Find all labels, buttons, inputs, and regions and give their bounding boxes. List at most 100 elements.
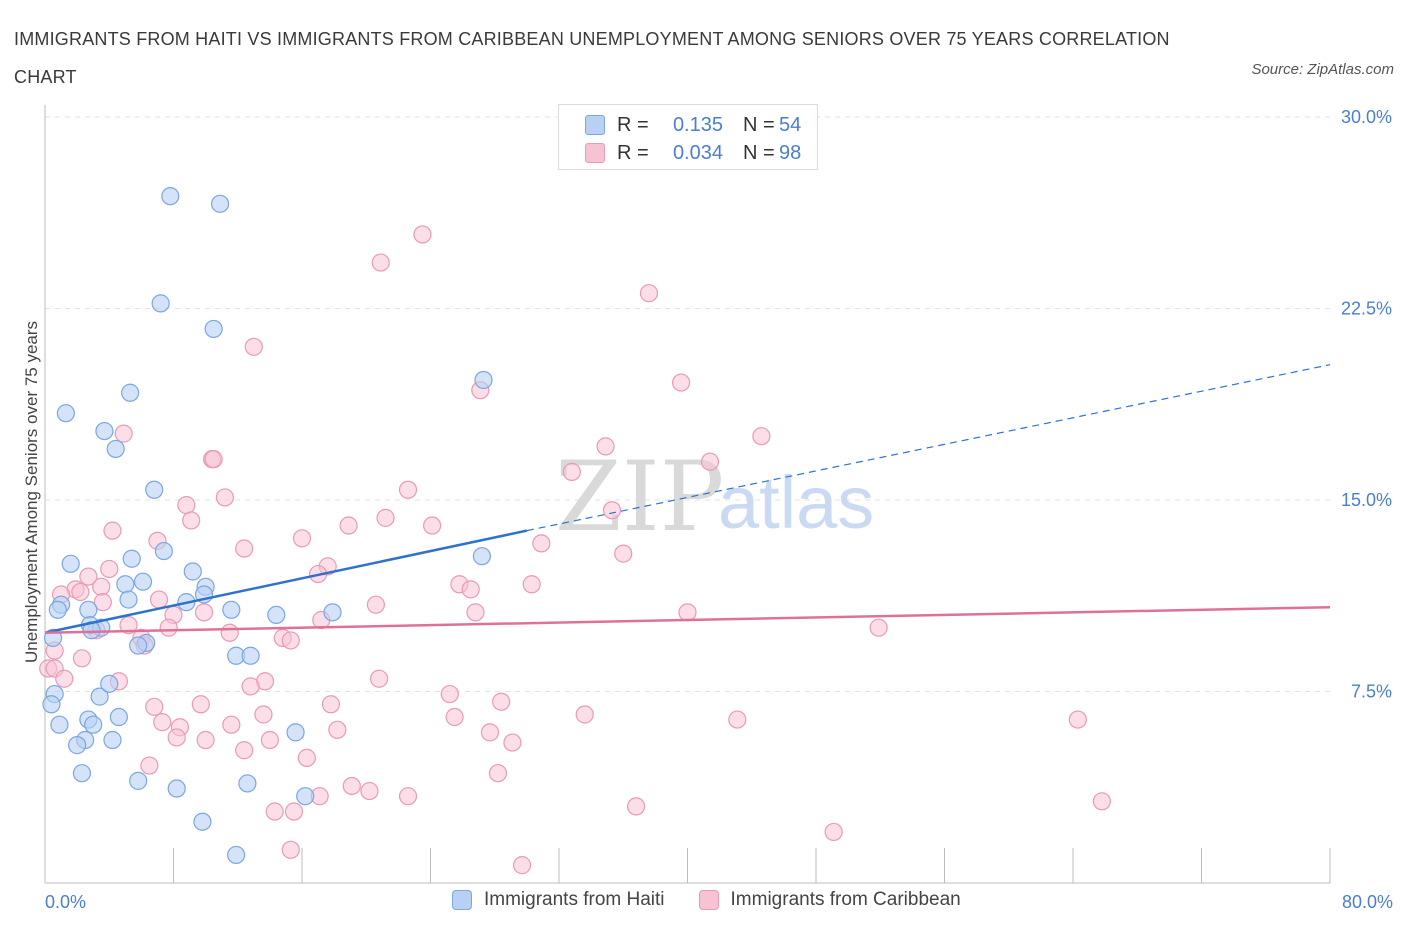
point-caribbean (159, 618, 178, 637)
trend-line-caribbean (44, 605, 1331, 635)
point-caribbean (281, 631, 300, 650)
point-caribbean (204, 450, 223, 469)
point-caribbean (398, 480, 418, 499)
point-haiti (100, 674, 119, 693)
point-caribbean (100, 559, 119, 579)
bottom-legend-label-caribbean: Immigrants from Caribbean (730, 889, 961, 910)
point-caribbean (92, 577, 111, 596)
point-caribbean (461, 580, 480, 599)
point-caribbean (1092, 792, 1112, 811)
legend-r-value-caribbean: 0.034 (672, 141, 723, 164)
point-caribbean (235, 539, 254, 558)
point-caribbean (371, 253, 390, 272)
x-tick-label: 80.0% (1342, 892, 1393, 912)
point-haiti (50, 715, 69, 734)
point-haiti (90, 687, 109, 706)
point-caribbean (423, 516, 442, 535)
point-haiti (42, 695, 61, 714)
point-haiti (183, 562, 202, 581)
point-caribbean (260, 730, 279, 750)
point-caribbean (503, 733, 522, 752)
watermark-atlas: atlas (718, 461, 874, 544)
point-haiti (204, 319, 223, 339)
point-caribbean (153, 713, 172, 732)
point-haiti (145, 480, 164, 499)
bottom-legend-caribbean: Immigrants from Caribbean (698, 889, 961, 911)
point-caribbean (480, 723, 500, 742)
point-haiti (227, 845, 246, 865)
point-haiti (68, 736, 87, 755)
y-tick-label: 30.0% (1341, 107, 1392, 127)
point-haiti (129, 636, 148, 655)
bottom-legend-haiti: Immigrants from Haiti (452, 889, 665, 911)
point-caribbean (55, 669, 74, 688)
legend-row-caribbean: R = 0.034 N = 98 (585, 141, 801, 165)
point-caribbean (103, 521, 122, 540)
point-haiti (79, 600, 98, 619)
point-haiti (116, 575, 135, 594)
point-caribbean (492, 692, 511, 711)
point-caribbean (678, 603, 697, 622)
point-caribbean (321, 695, 341, 714)
point-haiti (210, 194, 230, 213)
point-caribbean (145, 697, 164, 716)
point-haiti (296, 787, 315, 806)
point-caribbean (440, 684, 459, 704)
point-caribbean (71, 582, 90, 602)
point-caribbean (284, 802, 304, 821)
point-haiti (122, 549, 141, 568)
point-caribbean (79, 567, 98, 586)
point-caribbean (639, 284, 659, 303)
legend-r-value-haiti: 0.135 (672, 113, 723, 136)
point-haiti (61, 554, 80, 573)
watermark: ZIP atlas (555, 441, 874, 553)
tick-labels: 7.5% 15.0% 22.5% 30.0% 0.0% 80.0% (45, 107, 1393, 912)
legend-row-haiti: R = 0.135 N = 54 (585, 113, 801, 137)
point-caribbean (244, 337, 263, 356)
point-caribbean (149, 590, 169, 609)
point-haiti (286, 723, 305, 742)
point-caribbean (671, 373, 691, 392)
point-caribbean (265, 802, 284, 821)
point-haiti (95, 421, 114, 441)
point-haiti (109, 707, 128, 727)
point-caribbean (241, 677, 260, 696)
point-caribbean (177, 496, 196, 515)
bottom-legend-swatch-caribbean (698, 890, 719, 910)
legend: R = 0.135 N = 54 R = 0.034 N = 98 (558, 104, 818, 170)
point-caribbean (182, 511, 201, 530)
point-haiti (129, 771, 148, 790)
legend-n-value-caribbean: 98 (779, 141, 802, 164)
point-caribbean (596, 437, 615, 456)
point-caribbean (167, 728, 186, 747)
point-haiti (72, 764, 92, 783)
point-haiti (119, 590, 138, 609)
point-haiti (121, 383, 140, 402)
point-caribbean (413, 225, 432, 244)
point-caribbean (532, 534, 551, 553)
trend-line-haiti (44, 529, 528, 634)
point-haiti (323, 603, 342, 622)
legend-r-label: R = (617, 141, 649, 164)
point-caribbean (869, 618, 888, 637)
axes (44, 105, 1331, 884)
point-haiti (154, 541, 173, 561)
point-haiti (241, 646, 260, 665)
point-haiti (56, 404, 75, 423)
bottom-legend: Immigrants from Haiti Immigrants from Ca… (452, 889, 995, 911)
point-caribbean (114, 424, 133, 443)
legend-swatch-caribbean (585, 143, 605, 163)
source-label: Source: ZipAtlas.com (1251, 61, 1394, 78)
point-caribbean (254, 705, 273, 724)
legend-n-value-haiti: 54 (779, 113, 802, 136)
point-caribbean (292, 529, 312, 548)
point-caribbean (376, 508, 395, 527)
point-caribbean (728, 710, 747, 729)
legend-n-label: N = (743, 141, 775, 164)
point-haiti (472, 547, 491, 566)
chart-title: IMMIGRANTS FROM HAITI VS IMMIGRANTS FROM… (14, 29, 1170, 87)
point-haiti (474, 370, 493, 390)
point-caribbean (297, 748, 316, 767)
point-caribbean (93, 593, 112, 612)
